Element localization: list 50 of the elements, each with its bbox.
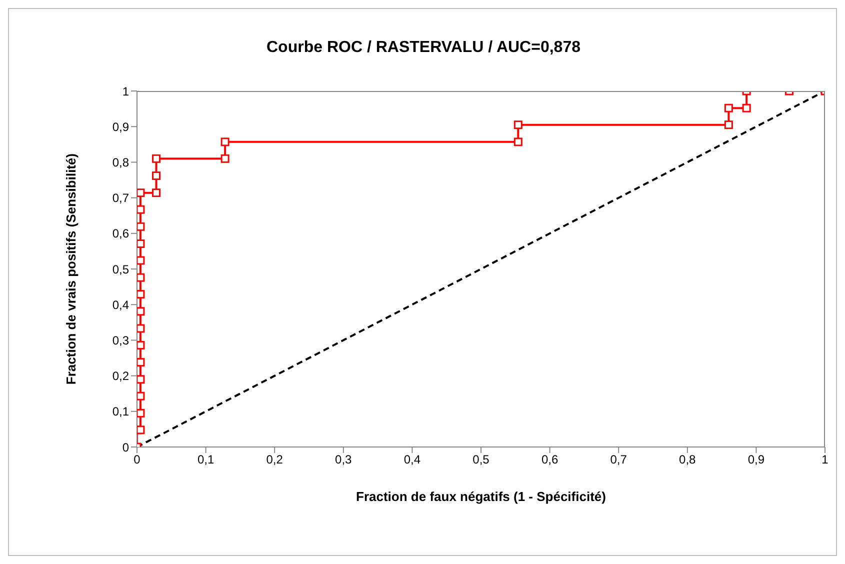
y-tick-label: 0,1 [112,404,130,419]
point [137,307,145,316]
x-tick-label: 0 [134,452,141,467]
point [152,154,161,163]
chart-title: Courbe ROC / RASTERVALU / AUC=0,878 [266,39,582,57]
point [137,358,145,367]
y-tick-label: 0,3 [112,333,130,348]
x-tick-label: 0,6 [541,452,558,467]
x-tick-label: 0,5 [472,452,490,467]
x-tick-label: 0,2 [266,452,284,467]
y-tick-label: 0,8 [112,155,130,170]
y-tick-label: 0,4 [112,298,130,312]
point [137,392,145,400]
x-tick-label: 0,1 [197,452,214,467]
point [220,154,230,163]
x-axis-title: Fraction de faux négatifs (1 - Spécificité) [355,489,607,504]
point [137,222,145,231]
x-tick-label: 0,7 [610,452,628,467]
y-tick-label: 1 [122,84,130,98]
y-tick-label: 0,6 [112,226,130,241]
x-tick-label: 0,8 [679,452,696,467]
point [137,340,145,350]
point [724,104,733,112]
y-tick-label: 0 [122,440,130,454]
point [137,290,145,299]
point [137,408,145,418]
point [220,138,230,146]
x-tick-label: 1 [822,452,829,467]
point [137,426,145,434]
point [742,104,751,112]
x-tick-label: 0,9 [748,452,765,467]
y-tick-label: 0,2 [112,369,130,384]
point [137,375,145,384]
point [137,256,145,265]
point [514,120,522,130]
point [137,205,145,214]
point [137,273,145,282]
point [152,171,161,180]
y-axis-title: Fraction de vrais positifs (Sensibilité) [64,153,78,385]
point [514,138,522,146]
point [137,239,145,248]
point [724,120,733,130]
point [152,188,161,198]
point [137,324,145,333]
y-tick-label: 0,7 [112,191,130,206]
x-tick-label: 0,3 [335,452,352,467]
point [137,188,145,198]
y-tick-label: 0,5 [112,262,130,276]
y-tick-label: 0,9 [112,120,130,134]
x-tick-label: 0,4 [404,452,421,467]
